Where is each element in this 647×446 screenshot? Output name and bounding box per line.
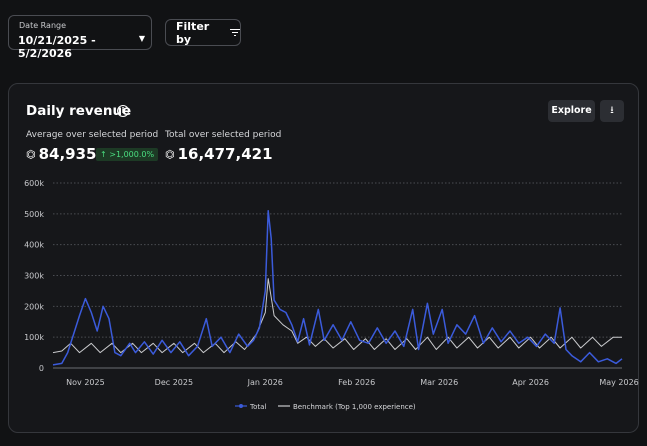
change-badge: ↑ >1,000.0% [96, 148, 159, 161]
date-range-picker[interactable]: Date Range 10/21/2025 - 5/2/2026 ▼ [8, 15, 152, 60]
total-value: 16,477,421 [177, 145, 273, 163]
download-icon: ⭳ [610, 105, 614, 116]
total-value-wrap: ⏣ 16,477,421 [165, 145, 273, 163]
total-label: Total over selected period [165, 130, 282, 140]
average-label: Average over selected period [26, 130, 159, 140]
explore-button[interactable]: Explore [548, 100, 595, 122]
average-value-wrap: ⏣ 84,935 [26, 145, 97, 163]
filter-icon [230, 28, 240, 37]
average-value: 84,935 [38, 145, 97, 163]
robux-icon: ⏣ [165, 148, 175, 161]
date-range-value: 10/21/2025 - 5/2/2026 [18, 34, 96, 60]
card-title: Daily revenue [26, 103, 132, 119]
filter-by-label: Filter by [176, 19, 210, 46]
caret-down-icon: ▼ [138, 34, 145, 43]
daily-revenue-card: Daily revenue i Explore ⭳ Average over s… [8, 83, 639, 433]
robux-icon: ⏣ [26, 148, 36, 161]
date-range-label: Date Range [19, 21, 67, 30]
filter-by-button[interactable]: Filter by [165, 19, 241, 46]
info-icon[interactable]: i [117, 105, 129, 117]
download-button[interactable]: ⭳ [600, 100, 624, 122]
